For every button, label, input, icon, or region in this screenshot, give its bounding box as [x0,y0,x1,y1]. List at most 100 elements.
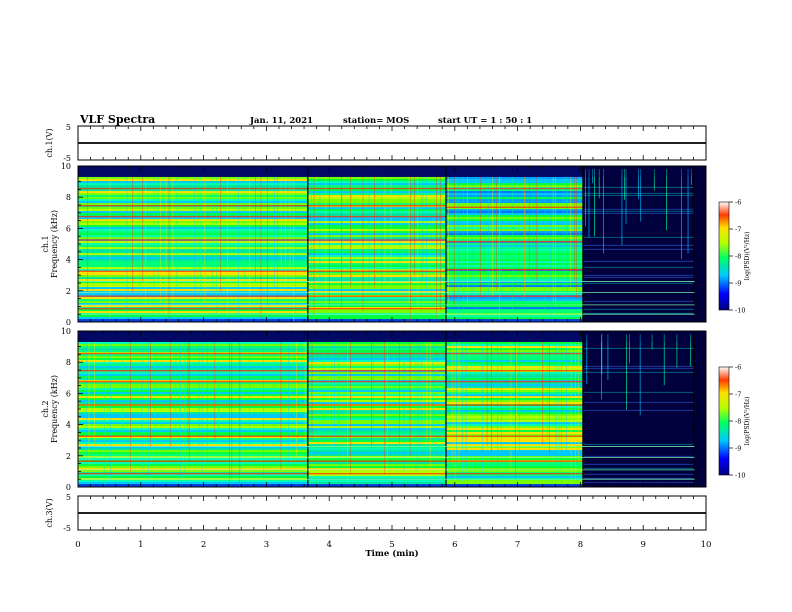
spectrogram-band [308,361,447,365]
ch3-waveform-ytick-top: 5 [66,493,71,502]
spectrogram-band [78,288,309,292]
spectrogram-band [78,383,309,387]
spectrogram-band [308,282,447,286]
spectrogram-band [78,445,309,449]
spectrogram-band [78,347,309,351]
spectrogram-band [78,202,309,206]
spectrogram-band [308,409,447,413]
spectrogram-band [446,405,584,409]
spectrogram-band [78,359,309,363]
spectrogram-band [78,475,309,479]
colorbar-tick-label: -7 [735,391,741,399]
spectrogram-band [308,248,447,252]
spectrogram-band [308,292,447,296]
spectrogram-band [78,292,309,296]
spectrogram-band [78,192,309,196]
spectrogram-band [78,268,309,272]
spectrogram-band [308,246,447,250]
spectrogram-band [308,405,447,409]
colorbar-tick-label: -9 [735,280,741,288]
y-tick-label: 6 [66,389,71,398]
spectrogram-band [78,246,309,250]
ch2-spectrogram-ylabel-channel: ch.2 [41,400,50,417]
spectrogram-band [446,224,584,228]
spectrogram-band [308,234,447,238]
spectrogram-band [308,421,447,425]
spectrogram-band [446,393,584,397]
spectrogram-band [583,455,695,457]
spectrogram-band [308,180,447,184]
spectrogram-band [78,314,309,318]
spectrogram-band [78,437,309,441]
spectrogram-band [308,266,447,270]
spectrogram-band [446,206,584,210]
spectrogram-band [308,226,447,230]
spectrogram-band [308,278,447,282]
spectrogram-band [583,194,695,196]
y-tick-label: 0 [66,483,71,492]
spectrogram-band [78,208,309,212]
spectrogram-band [78,473,309,477]
hot-band [78,404,309,406]
hot-band [446,472,584,475]
spectrogram-band [78,457,309,461]
spectrogram-band [78,258,309,262]
ch1-spectrogram-ytick-labels: 0 2 4 6 8 10 [61,162,71,327]
spectrogram-band [583,365,695,367]
spectrogram-band [446,467,584,471]
segment-background [583,331,695,487]
spectrogram-band [583,208,695,210]
spectrogram-band [446,272,584,276]
spectrogram-band [78,252,309,256]
spectrogram-band [308,208,447,212]
segment-top-cap [583,331,695,342]
spectrogram-band [308,391,447,395]
spectrogram-band [78,377,309,381]
spectrogram-band [446,445,584,449]
spectrogram-band [446,443,584,447]
hot-band [446,380,584,383]
spectrogram-band [583,282,695,284]
spectrogram-band [78,443,309,447]
spectrogram-band [308,308,447,312]
spectrogram-band [446,316,584,320]
segment-background [583,166,695,322]
spectrogram-band [308,469,447,473]
spectrogram-band [78,387,309,391]
ch1-colorbar-label: log(PSD)(V²/Hz) [744,232,751,281]
spectrogram-band [78,310,309,314]
spectrogram-band [446,184,584,188]
hot-band [308,187,447,190]
spectrogram-band [583,212,695,214]
ch1-spectrogram-heatmap [78,166,706,322]
spectrogram-band [78,433,309,437]
spectrogram-band [308,385,447,389]
spectrogram-band [78,405,309,409]
hot-band [446,206,584,208]
spectrogram-band [446,252,584,256]
spectrogram-band [446,238,584,242]
spectrogram-band [308,399,447,403]
spectrogram-segment-3 [446,331,585,487]
spectrogram-band [446,479,584,483]
hot-band [78,307,309,310]
spectrogram-band [446,475,584,479]
spectrogram-band [583,210,695,212]
spectrogram-band [446,425,584,429]
ch1-spectrogram-ylabel-channel: ch.1 [41,235,50,252]
spectrogram-band [583,409,695,411]
spectrogram-band [308,417,447,421]
spectrogram-band [308,310,447,314]
hot-band [78,472,309,475]
spectrogram-band [446,278,584,282]
ch2-spectrogram-heatmap [78,331,706,487]
hot-band [78,380,309,383]
ch1-waveform-ytick-bottom: -5 [63,154,71,163]
spectrogram-band [308,284,447,288]
spectrogram-band [78,236,309,240]
hot-band [78,205,309,207]
spectrogram-band [308,411,447,415]
hot-band [446,404,584,406]
spectrogram-band [446,202,584,206]
ch2-colorbar: -6 -7 -8 -9 -10 log(PSD)(V²/Hz) [718,364,751,480]
